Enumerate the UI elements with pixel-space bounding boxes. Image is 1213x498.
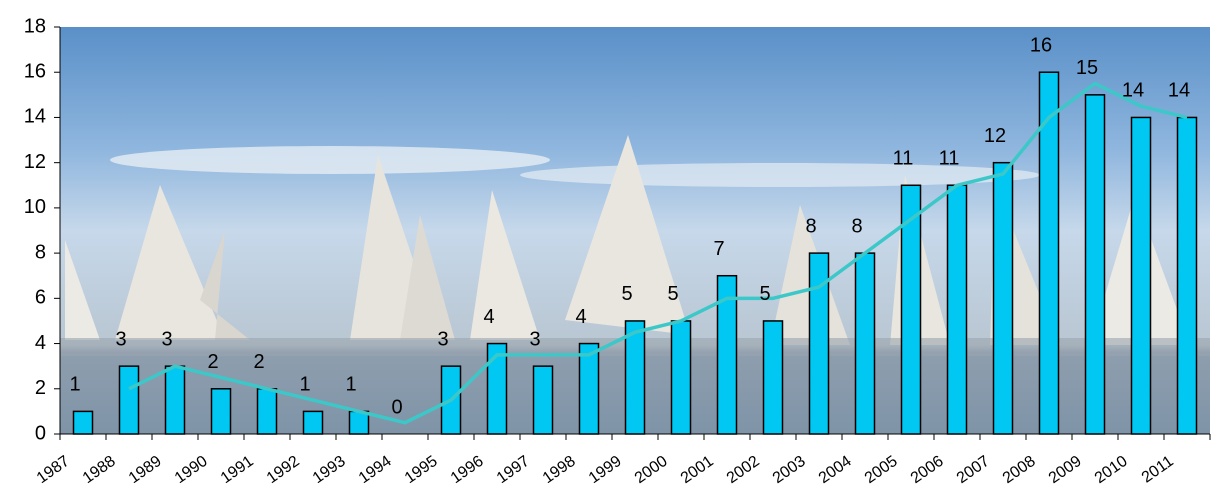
x-tick-label: 1989 xyxy=(126,453,165,487)
line xyxy=(128,81,1188,425)
data-label: 1 xyxy=(299,374,310,396)
y-tick-label: 16 xyxy=(24,61,46,83)
data-label: 5 xyxy=(667,283,678,305)
bar xyxy=(854,252,876,435)
x-tick-label: 2000 xyxy=(632,453,671,487)
y-tick-label: 2 xyxy=(35,377,46,399)
data-label: 3 xyxy=(529,328,540,350)
x-tick-label: 2006 xyxy=(908,453,947,487)
y-tick-label: 6 xyxy=(35,287,46,309)
x-tick-label: 1987 xyxy=(34,453,73,487)
bar xyxy=(624,320,646,435)
bar xyxy=(210,388,232,435)
data-label: 4 xyxy=(483,306,494,328)
data-label: 3 xyxy=(161,328,172,350)
y-tick-label: 12 xyxy=(24,151,46,173)
data-label: 0 xyxy=(391,396,402,418)
x-tick-label: 1990 xyxy=(172,453,211,487)
bar xyxy=(1130,116,1152,435)
data-label: 5 xyxy=(759,283,770,305)
data-label: 3 xyxy=(115,328,126,350)
data-label: 14 xyxy=(1122,80,1144,102)
x-tick-label: 1999 xyxy=(586,453,625,487)
bar xyxy=(72,410,94,435)
data-label: 16 xyxy=(1030,35,1052,57)
bar xyxy=(900,184,922,435)
data-label: 8 xyxy=(805,215,816,237)
data-label: 5 xyxy=(621,283,632,305)
bar xyxy=(486,342,508,435)
bar xyxy=(256,388,278,435)
bar xyxy=(808,252,830,435)
data-label: 2 xyxy=(207,351,218,373)
bar xyxy=(762,320,784,435)
data-label: 7 xyxy=(713,238,724,260)
x-tick-label: 2007 xyxy=(954,453,993,487)
x-tick-label: 1994 xyxy=(356,453,395,487)
bar xyxy=(946,184,968,435)
data-label: 1 xyxy=(345,374,356,396)
data-label: 1 xyxy=(69,374,80,396)
data-label: 14 xyxy=(1168,80,1190,102)
x-tick-label: 1995 xyxy=(402,453,441,487)
bar xyxy=(992,161,1014,435)
x-tick-label: 2009 xyxy=(1046,453,1085,487)
x-tick-label: 2011 xyxy=(1139,453,1177,487)
bar xyxy=(1038,71,1060,435)
bar xyxy=(716,274,738,435)
x-tick-label: 1998 xyxy=(540,453,579,487)
data-label: 11 xyxy=(893,148,914,170)
y-tick-label: 8 xyxy=(35,241,46,263)
x-tick-label: 2005 xyxy=(862,453,901,487)
x-tick-label: 1992 xyxy=(264,453,303,487)
x-tick-label: 1996 xyxy=(448,453,487,487)
data-label: 3 xyxy=(437,328,448,350)
data-label: 8 xyxy=(851,215,862,237)
x-tick-label: 1988 xyxy=(80,453,119,487)
x-tick-label: 2002 xyxy=(724,453,763,487)
x-tick-label: 1991 xyxy=(218,453,257,487)
y-tick-label: 4 xyxy=(35,332,46,354)
data-label: 12 xyxy=(984,125,1006,147)
data-label: 4 xyxy=(575,306,586,328)
bar xyxy=(164,365,186,435)
bar xyxy=(118,365,140,435)
bar xyxy=(1084,94,1106,435)
bar xyxy=(578,342,600,435)
x-tick-label: 2004 xyxy=(816,453,855,487)
x-tick-label: 2008 xyxy=(1000,453,1039,487)
data-label: 2 xyxy=(253,351,264,373)
y-tick-label: 0 xyxy=(35,422,46,444)
data-label: 15 xyxy=(1076,57,1098,79)
x-tick-label: 1997 xyxy=(494,453,533,487)
bar xyxy=(532,365,554,435)
bar xyxy=(1176,116,1198,435)
data-label: 11 xyxy=(939,148,960,170)
x-tick-label: 1993 xyxy=(310,453,349,487)
bar xyxy=(302,410,324,435)
bar xyxy=(670,320,692,435)
y-tick-label: 18 xyxy=(24,15,46,37)
y-tick-label: 14 xyxy=(24,106,46,128)
y-tick-label: 10 xyxy=(24,196,46,218)
x-tick-label: 2003 xyxy=(770,453,809,487)
x-tick-label: 2001 xyxy=(678,453,717,487)
x-tick-label: 2010 xyxy=(1092,453,1131,487)
